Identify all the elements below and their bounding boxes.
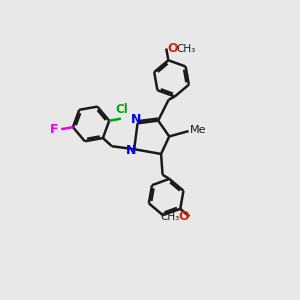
Text: N: N (131, 113, 141, 126)
Text: O: O (168, 42, 178, 55)
Text: Me: Me (190, 125, 207, 136)
Text: Cl: Cl (115, 103, 128, 116)
Text: CH₃: CH₃ (176, 44, 195, 53)
Text: O: O (178, 210, 189, 223)
Text: F: F (50, 123, 59, 136)
Text: N: N (125, 144, 136, 157)
Text: CH₃: CH₃ (160, 212, 180, 221)
